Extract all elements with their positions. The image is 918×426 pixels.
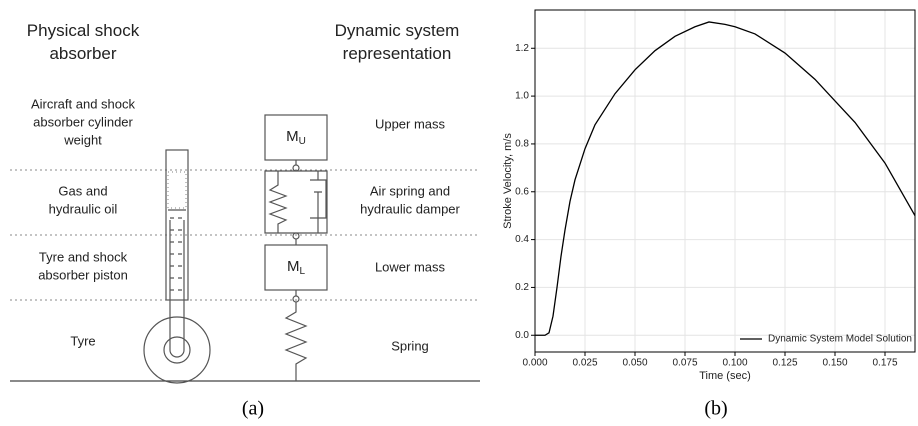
- piston: [169, 220, 185, 300]
- element-label: Lower mass: [375, 259, 446, 274]
- column-header: Physical shock: [27, 21, 140, 40]
- layer-label: hydraulic oil: [49, 201, 118, 216]
- hub: [163, 336, 191, 364]
- air-spring: [268, 171, 288, 233]
- mass-subscript: L: [299, 266, 305, 277]
- gas: [167, 171, 187, 209]
- x-tick-label: 0.050: [622, 358, 647, 369]
- x-tick-label: 0.100: [722, 358, 747, 369]
- joint: [292, 295, 300, 303]
- element-label: hydraulic damper: [360, 201, 460, 216]
- layer-label: Tyre: [70, 333, 95, 348]
- column-header: Dynamic system: [335, 21, 460, 40]
- diagram-lines: [10, 169, 480, 382]
- layer-label: absorber piston: [38, 267, 128, 282]
- layer-label: weight: [63, 132, 102, 147]
- legend-label: Dynamic System Model Solution: [768, 334, 912, 345]
- spring: [284, 302, 308, 381]
- mass-subscript: U: [299, 136, 306, 147]
- y-tick-label: 0.0: [515, 330, 529, 341]
- plot-frame: [534, 9, 916, 353]
- system-model: [264, 114, 328, 381]
- cylinder: [165, 149, 189, 301]
- panel-label: (b): [704, 398, 727, 420]
- data-line: [535, 21, 916, 336]
- joint: [292, 232, 300, 240]
- layer-label: Aircraft and shock: [31, 96, 136, 111]
- mass-label: MU: [286, 128, 306, 147]
- layer-label: Tyre and shock: [39, 249, 128, 264]
- spring-damper-frame: [264, 170, 328, 234]
- y-tick-label: 1.2: [515, 43, 529, 54]
- y-tick-label: 1.0: [515, 91, 529, 102]
- layer-label: absorber cylinder: [33, 114, 133, 129]
- x-tick-label: 0.075: [672, 358, 697, 369]
- column-header: absorber: [49, 44, 116, 63]
- column-header: representation: [343, 44, 452, 63]
- rod: [169, 300, 185, 358]
- shock-absorber: [143, 149, 211, 384]
- mass-symbol: M: [286, 128, 299, 145]
- y-tick-label: 0.2: [515, 282, 529, 293]
- y-tick-label: 0.4: [515, 234, 529, 245]
- layer-label: Gas and: [58, 183, 107, 198]
- panel-label: (a): [242, 398, 264, 420]
- element-label: Spring: [391, 338, 429, 353]
- tyre: [143, 316, 211, 384]
- y-tick-label: 0.8: [515, 139, 529, 150]
- element-label: Upper mass: [375, 116, 446, 131]
- x-tick-label: 0.125: [772, 358, 797, 369]
- x-axis-label: Time (sec): [699, 370, 751, 382]
- x-tick-label: 0.175: [872, 358, 897, 369]
- y-axis-label: Stroke Velocity, m/s: [502, 133, 514, 229]
- oil: [170, 217, 182, 291]
- y-tick-label: 0.6: [515, 186, 529, 197]
- x-tick-label: 0.150: [822, 358, 847, 369]
- mass-symbol: M: [287, 258, 300, 275]
- damper: [310, 171, 327, 233]
- x-tick-label: 0.025: [572, 358, 597, 369]
- mass-label: ML: [287, 258, 306, 277]
- element-label: Air spring and: [370, 183, 450, 198]
- x-tick-label: 0.000: [522, 358, 547, 369]
